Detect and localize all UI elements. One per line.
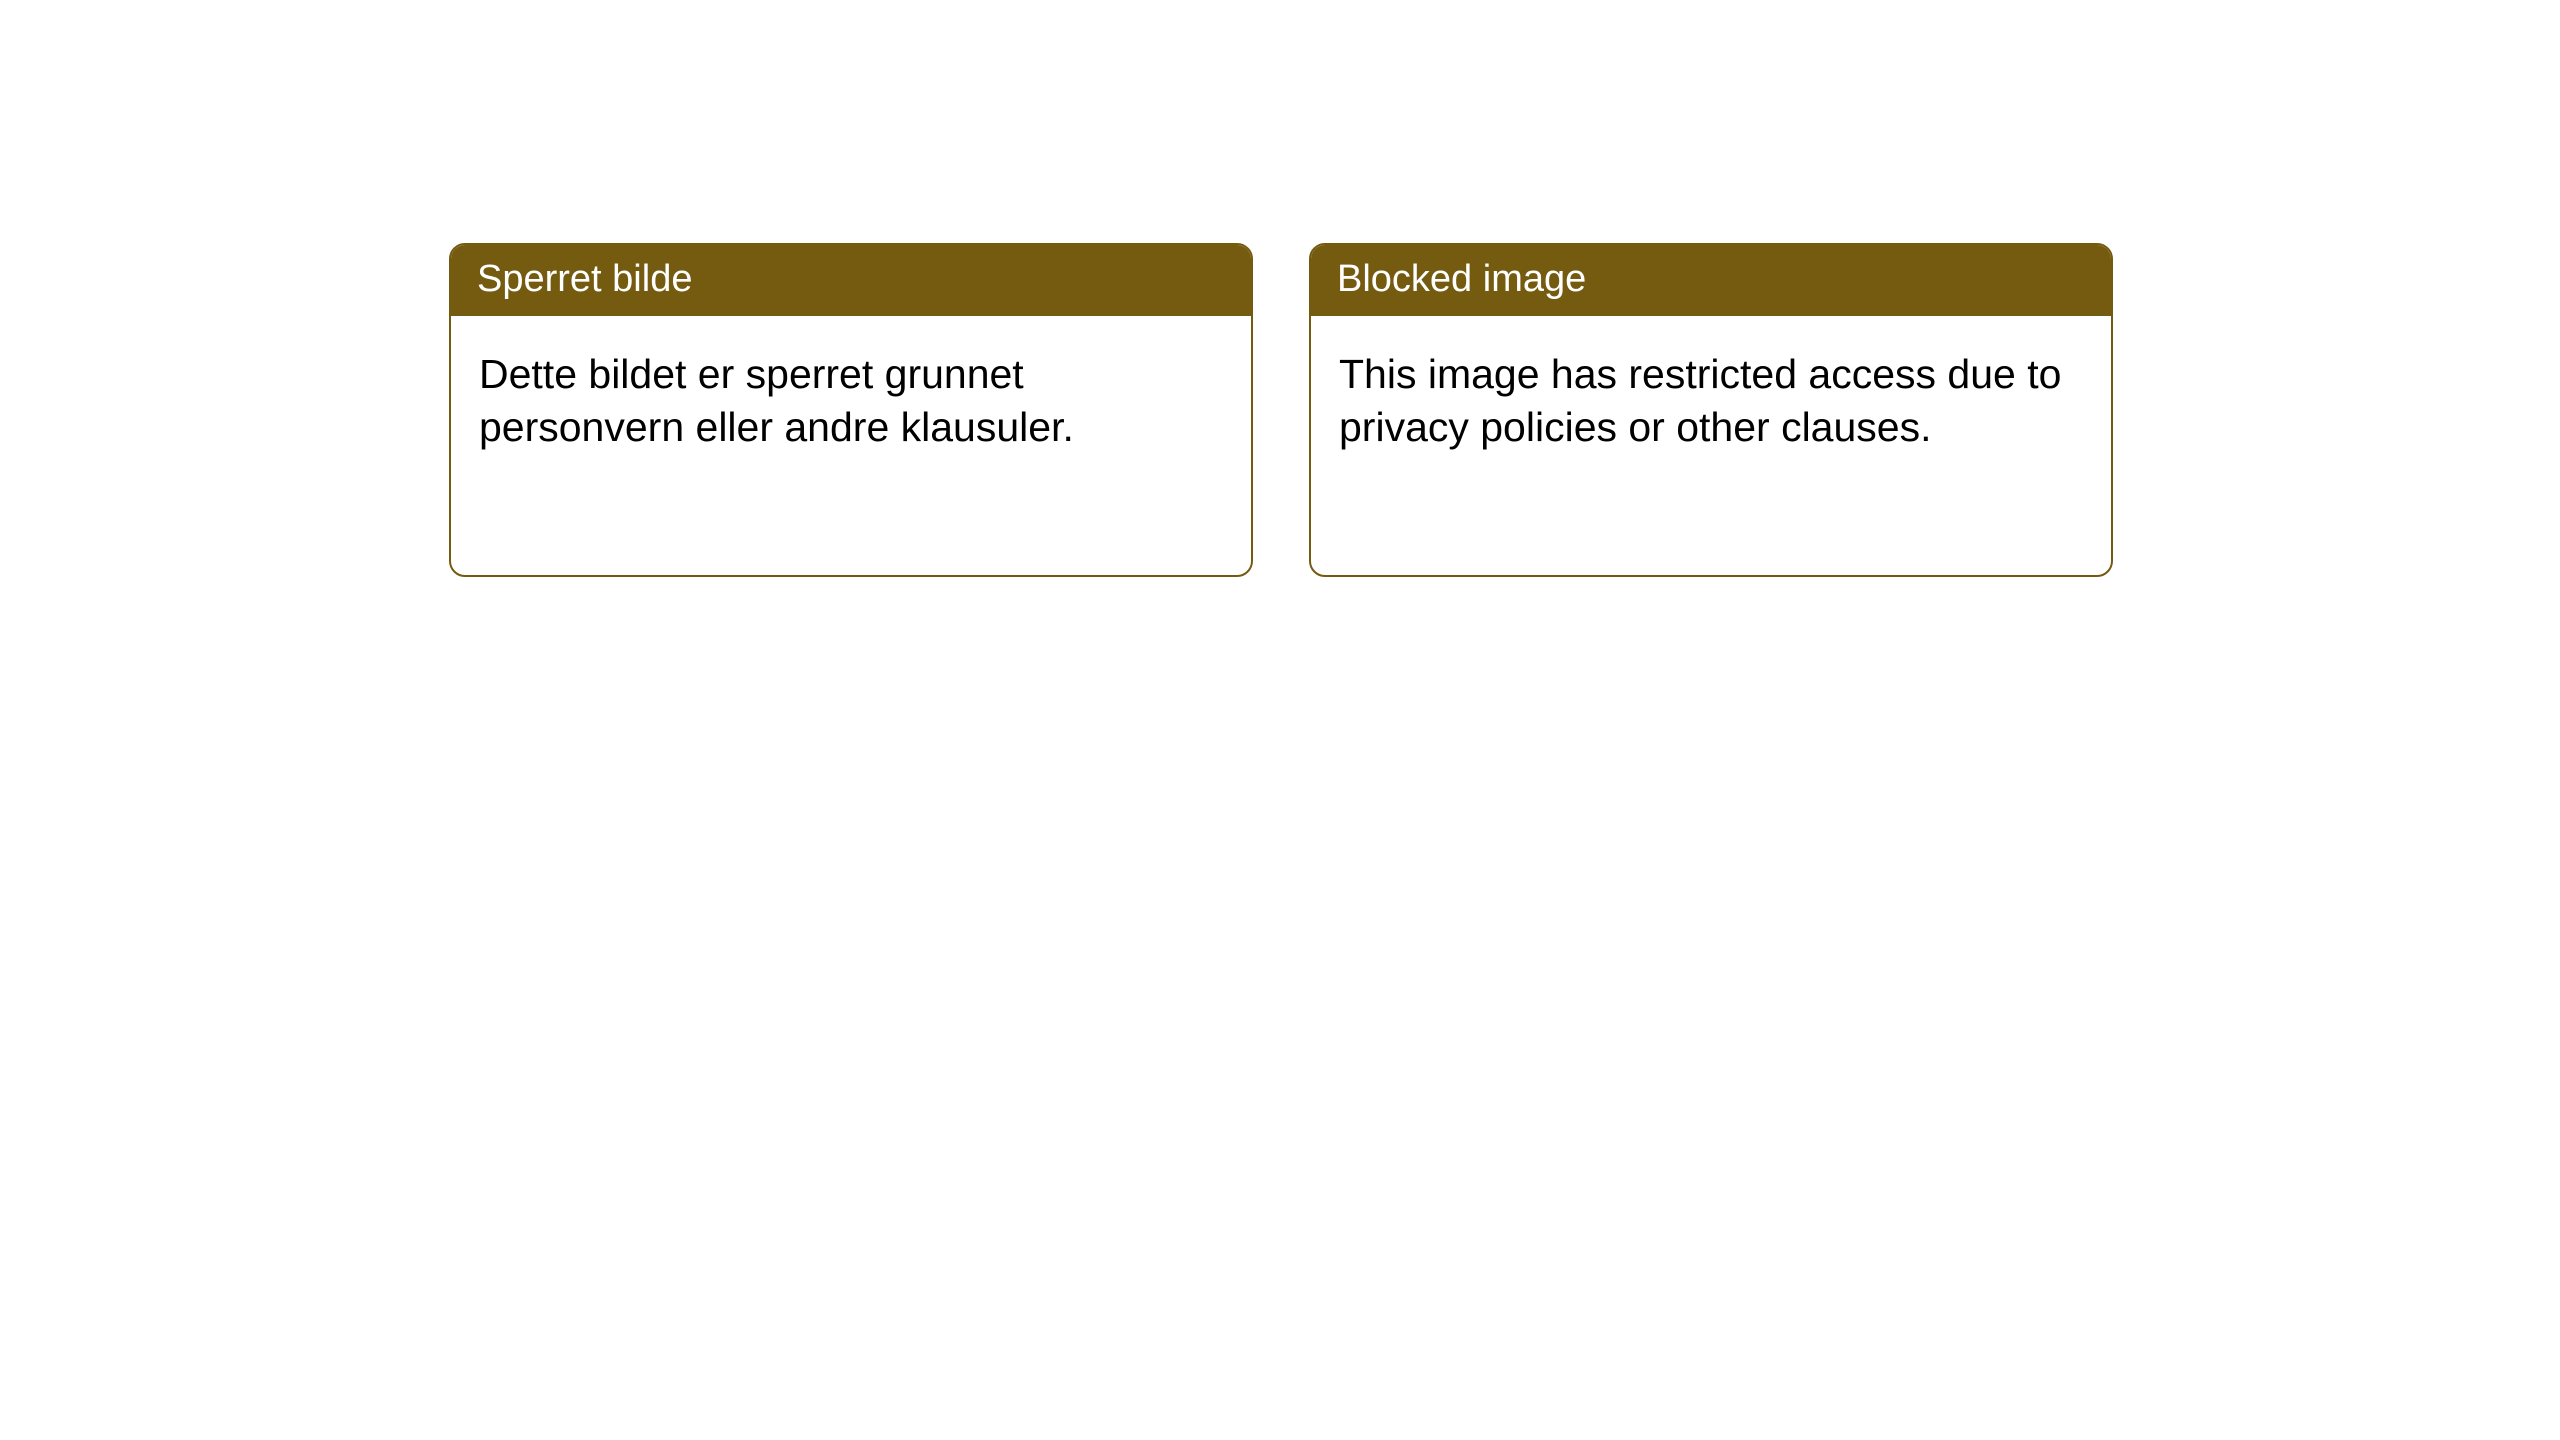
- notice-body-norwegian: Dette bildet er sperret grunnet personve…: [451, 316, 1251, 485]
- notice-card-norwegian: Sperret bilde Dette bildet er sperret gr…: [449, 243, 1253, 577]
- notice-title-norwegian: Sperret bilde: [451, 245, 1251, 316]
- notice-card-english: Blocked image This image has restricted …: [1309, 243, 2113, 577]
- notice-body-english: This image has restricted access due to …: [1311, 316, 2111, 485]
- notice-container: Sperret bilde Dette bildet er sperret gr…: [0, 0, 2560, 577]
- notice-title-english: Blocked image: [1311, 245, 2111, 316]
